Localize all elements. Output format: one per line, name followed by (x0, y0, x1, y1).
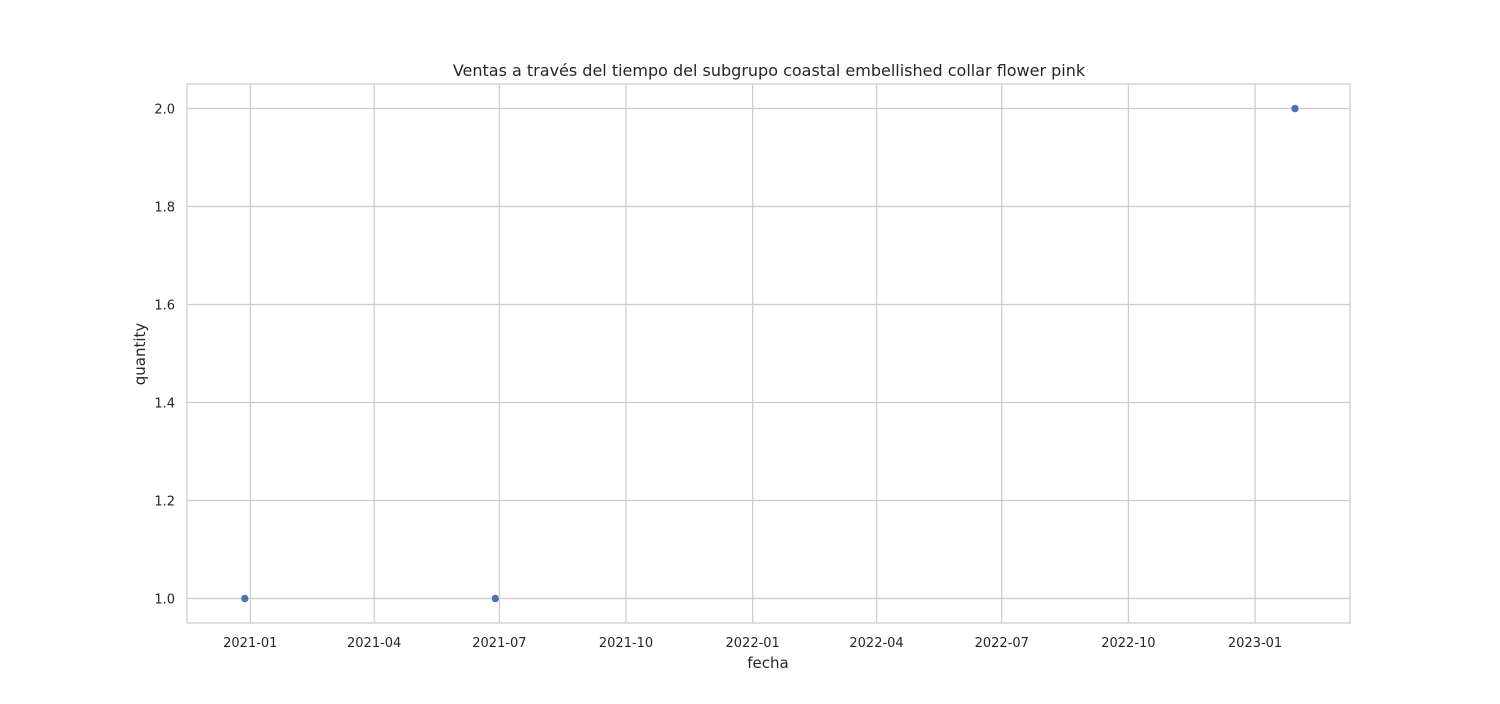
data-points (240, 104, 1300, 603)
y-tick-label: 1.8 (154, 201, 175, 216)
x-axis-ticks: 2021-01 2021-04 2021-07 2021-10 2022-01 2022-… (223, 636, 1282, 651)
data-point (240, 594, 250, 603)
x-axis-label: fecha (747, 654, 788, 672)
x-tick-label: 2021-10 (599, 636, 653, 651)
x-tick-label: 2021-04 (347, 636, 401, 651)
data-point (1290, 104, 1300, 113)
chart-title: Ventas a través del tiempo del subgrupo … (453, 61, 1086, 80)
data-point (490, 594, 500, 603)
y-tick-label: 1.2 (154, 495, 175, 510)
y-axis-label: quantity (131, 323, 149, 386)
y-tick-label: 1.4 (154, 397, 175, 412)
y-axis-ticks: 1.0 1.2 1.4 1.6 1.8 2.0 (154, 103, 175, 608)
x-tick-label: 2021-07 (472, 636, 526, 651)
x-tick-label: 2022-01 (726, 636, 780, 651)
x-tick-label: 2023-01 (1228, 636, 1282, 651)
x-tick-label: 2022-04 (849, 636, 903, 651)
grid (187, 84, 1350, 623)
y-tick-label: 2.0 (154, 103, 175, 118)
plot-frame (186, 83, 1351, 624)
x-tick-label: 2021-01 (223, 636, 277, 651)
x-tick-label: 2022-10 (1101, 636, 1155, 651)
x-tick-label: 2022-07 (975, 636, 1029, 651)
y-tick-label: 1.6 (154, 299, 175, 314)
y-tick-label: 1.0 (154, 593, 175, 608)
